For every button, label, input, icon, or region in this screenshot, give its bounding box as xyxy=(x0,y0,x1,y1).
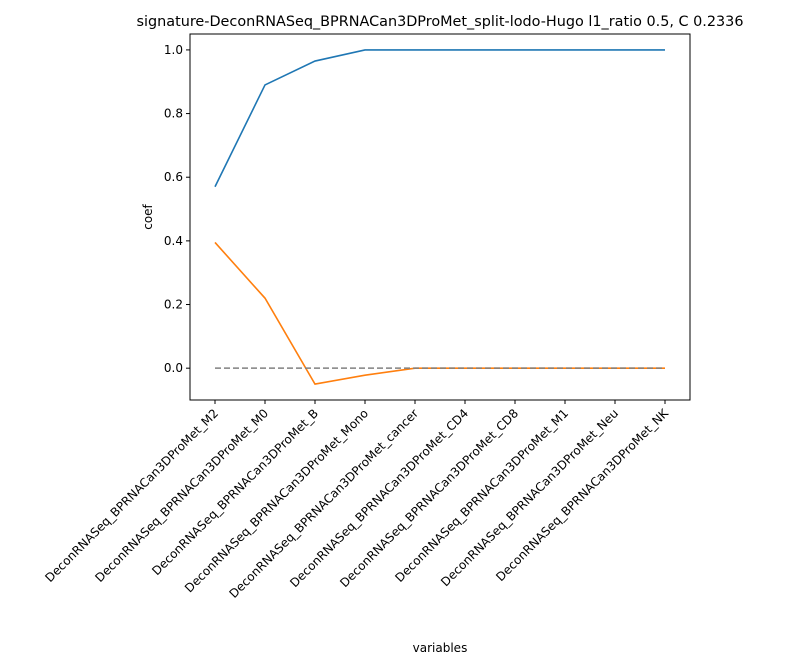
x-axis-label: variables xyxy=(413,641,468,655)
y-tick-label: 1.0 xyxy=(164,43,183,57)
y-axis: 0.0 0.2 0.4 0.6 0.8 1.0 xyxy=(164,43,190,375)
y-tick-label: 0.6 xyxy=(164,170,183,184)
series-line-0 xyxy=(214,49,665,188)
y-tick-label: 0.0 xyxy=(164,361,183,375)
plot-frame xyxy=(189,33,691,401)
y-axis-label: coef xyxy=(141,203,155,229)
series-layer xyxy=(214,49,665,385)
y-tick-label: 0.8 xyxy=(164,107,183,121)
y-tick-label: 0.4 xyxy=(164,234,183,248)
chart-title: signature-DeconRNASeq_BPRNACan3DProMet_s… xyxy=(137,14,744,30)
y-tick-label: 0.2 xyxy=(164,298,183,312)
